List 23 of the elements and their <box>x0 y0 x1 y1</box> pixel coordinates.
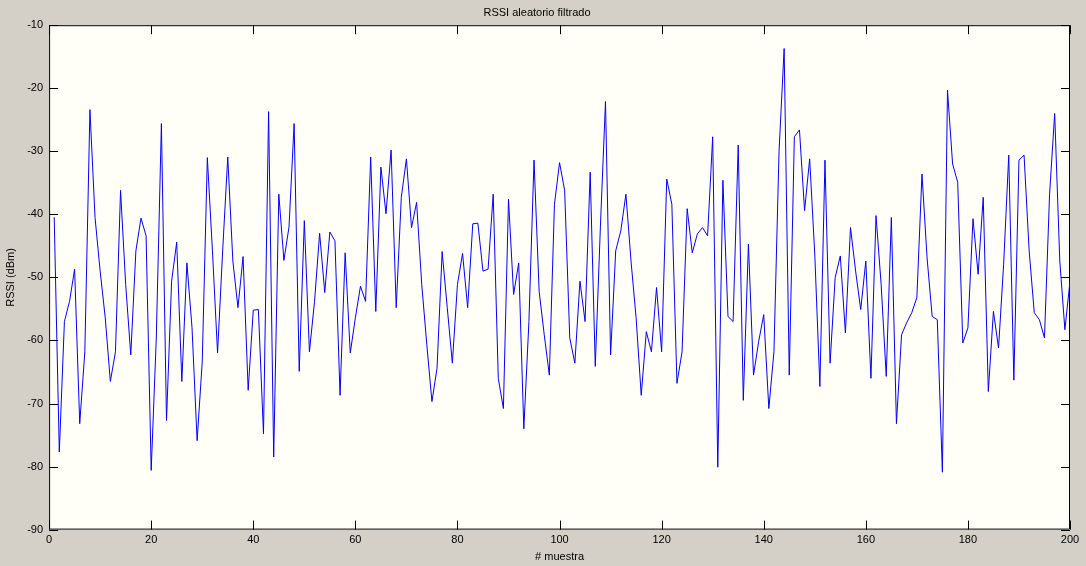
y-tick-label: -90 <box>27 522 44 535</box>
y-tick-label: -10 <box>27 18 44 31</box>
y-tick-label: -20 <box>27 81 44 94</box>
x-tick-label: 120 <box>652 533 671 546</box>
x-tick-label: 20 <box>145 533 158 546</box>
y-tick-label: -70 <box>27 396 44 409</box>
y-tick-label: -40 <box>27 207 44 220</box>
y-tick-label: -60 <box>27 333 44 346</box>
y-tick-label: -30 <box>27 144 44 157</box>
x-tick-label: 40 <box>247 533 260 546</box>
x-tick-label: 160 <box>856 533 875 546</box>
chart-title: RSSI aleatorio filtrado <box>483 5 591 18</box>
y-tick-label: -80 <box>27 459 44 472</box>
x-tick-label: 80 <box>451 533 464 546</box>
x-tick-label: 60 <box>349 533 362 546</box>
x-axis-title: # muestra <box>535 550 585 563</box>
x-tick-label: 140 <box>754 533 773 546</box>
x-tick-label: 200 <box>1060 533 1080 546</box>
y-tick-label: -50 <box>27 270 44 283</box>
x-tick-label: 180 <box>958 533 978 546</box>
x-tick-label: 0 <box>46 533 53 546</box>
x-tick-label: 100 <box>550 533 569 546</box>
y-axis-title: RSSI (dBm) <box>3 248 16 307</box>
